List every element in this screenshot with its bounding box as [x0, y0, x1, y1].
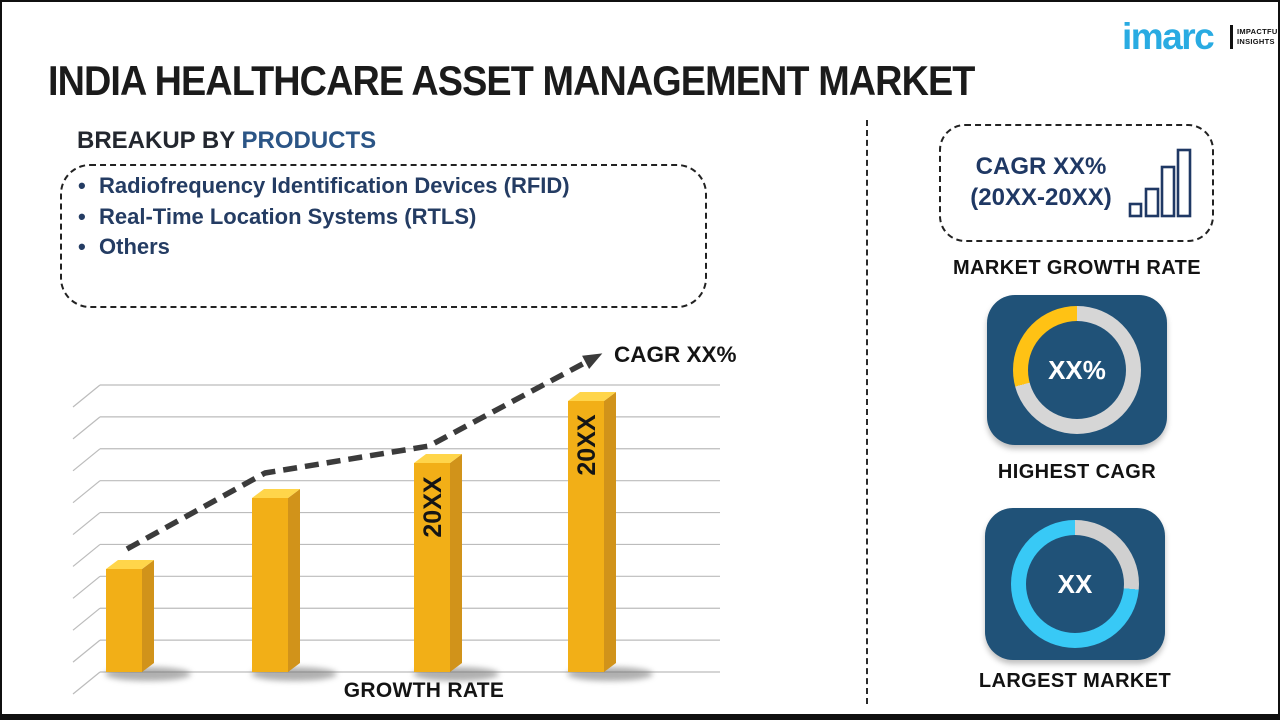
products-box: [60, 164, 707, 308]
imarc-brand-text: imarc: [1122, 16, 1215, 57]
logo-tagline-line1: IMPACTFUL: [1237, 27, 1280, 36]
largest-market-label: LARGEST MARKET: [978, 670, 1172, 692]
market-growth-rate-label: MARKET GROWTH RATE: [953, 257, 1201, 279]
donut-center-label: XX: [1057, 568, 1093, 599]
product-item: Real-Time Location Systems (RTLS): [78, 202, 570, 233]
largest-market-card: XX: [985, 508, 1165, 660]
imarc-logo: imarc IMPACTFUL INSIGHTS: [1122, 18, 1278, 62]
product-item: Radiofrequency Identification Devices (R…: [78, 171, 570, 202]
donut-center-label: XX%: [1048, 354, 1106, 385]
breakup-heading-prefix: BREAKUP BY: [77, 127, 242, 154]
logo-divider: [1230, 25, 1233, 49]
breakup-heading: BREAKUP BY PRODUCTS: [77, 127, 376, 155]
growth-bars-icon: [1128, 148, 1192, 218]
highest-cagr-card: XX%: [987, 295, 1167, 445]
cagr-summary-box: CAGR XX% (20XX-20XX): [939, 124, 1214, 242]
chart-cagr-label: CAGR XX%: [614, 342, 737, 367]
product-list: Radiofrequency Identification Devices (R…: [78, 171, 570, 263]
bar-year-label: 20XX: [573, 414, 601, 475]
section-divider: [866, 120, 868, 704]
product-item: Others: [78, 232, 570, 263]
cagr-summary-text: CAGR XX% (20XX-20XX): [951, 151, 1131, 213]
chart-x-axis-label: GROWTH RATE: [343, 679, 505, 702]
highest-cagr-label: HIGHEST CAGR: [997, 461, 1157, 483]
logo-tagline-line2: INSIGHTS: [1237, 37, 1275, 47]
logo-tagline: IMPACTFUL INSIGHTS: [1237, 27, 1280, 47]
highest-cagr-donut-chart: XX%: [1013, 306, 1141, 434]
cagr-value-text: CAGR XX%: [975, 153, 1107, 180]
cagr-period-text: (20XX-20XX): [970, 184, 1112, 211]
page-title: INDIA HEALTHCARE ASSET MANAGEMENT MARKET: [48, 57, 975, 104]
largest-market-donut-chart: XX: [1011, 520, 1139, 648]
breakup-heading-highlight: PRODUCTS: [241, 127, 377, 154]
growth-bar-chart: 20XX 20XX: [72, 353, 720, 695]
bar-year-label: 20XX: [419, 476, 447, 537]
